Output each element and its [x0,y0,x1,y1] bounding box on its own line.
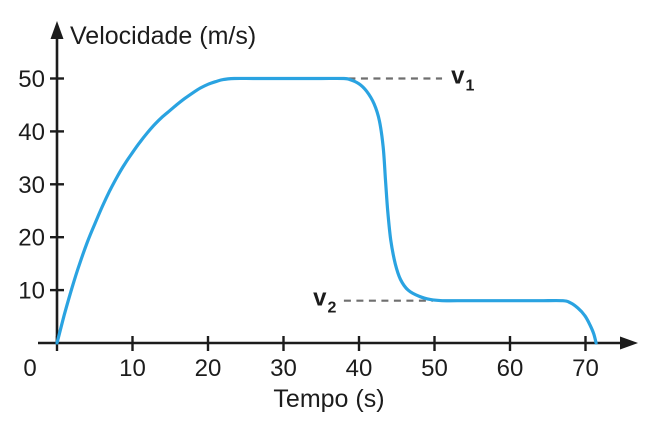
v2-label-subscript: 2 [327,300,336,317]
v1-label-subscript: 1 [465,78,474,95]
y-axis-title: Velocidade (m/s) [70,22,256,50]
x-tick-label: 0 [23,355,36,382]
axes-layer [38,21,638,350]
x-tick-label: 10 [119,355,146,382]
v2-label: v2 [313,285,336,317]
velocity-curve [55,76,598,345]
x-tick-label: 30 [270,355,297,382]
v1-label: v1 [451,63,474,95]
x-tick-label: 70 [572,355,599,382]
x-tick-label: 40 [346,355,373,382]
x-tick-label: 50 [421,355,448,382]
y-axis-arrowhead [50,21,64,39]
x-tick-label: 60 [497,355,524,382]
y-tick-label: 50 [18,66,45,93]
curve-layer [55,76,598,345]
ticks-layer: 0 10 20 30 40 50 60 70 10 20 30 40 50 [18,66,599,382]
annotations-layer: v1 v2 [313,63,474,317]
x-axis-arrowhead [620,336,638,350]
y-tick-label: 20 [18,225,45,252]
y-tick-label: 10 [18,278,45,305]
x-axis-title: Tempo (s) [273,385,384,413]
y-tick-label: 30 [18,172,45,199]
y-tick-label: 40 [18,119,45,146]
x-tick-label: 20 [195,355,222,382]
